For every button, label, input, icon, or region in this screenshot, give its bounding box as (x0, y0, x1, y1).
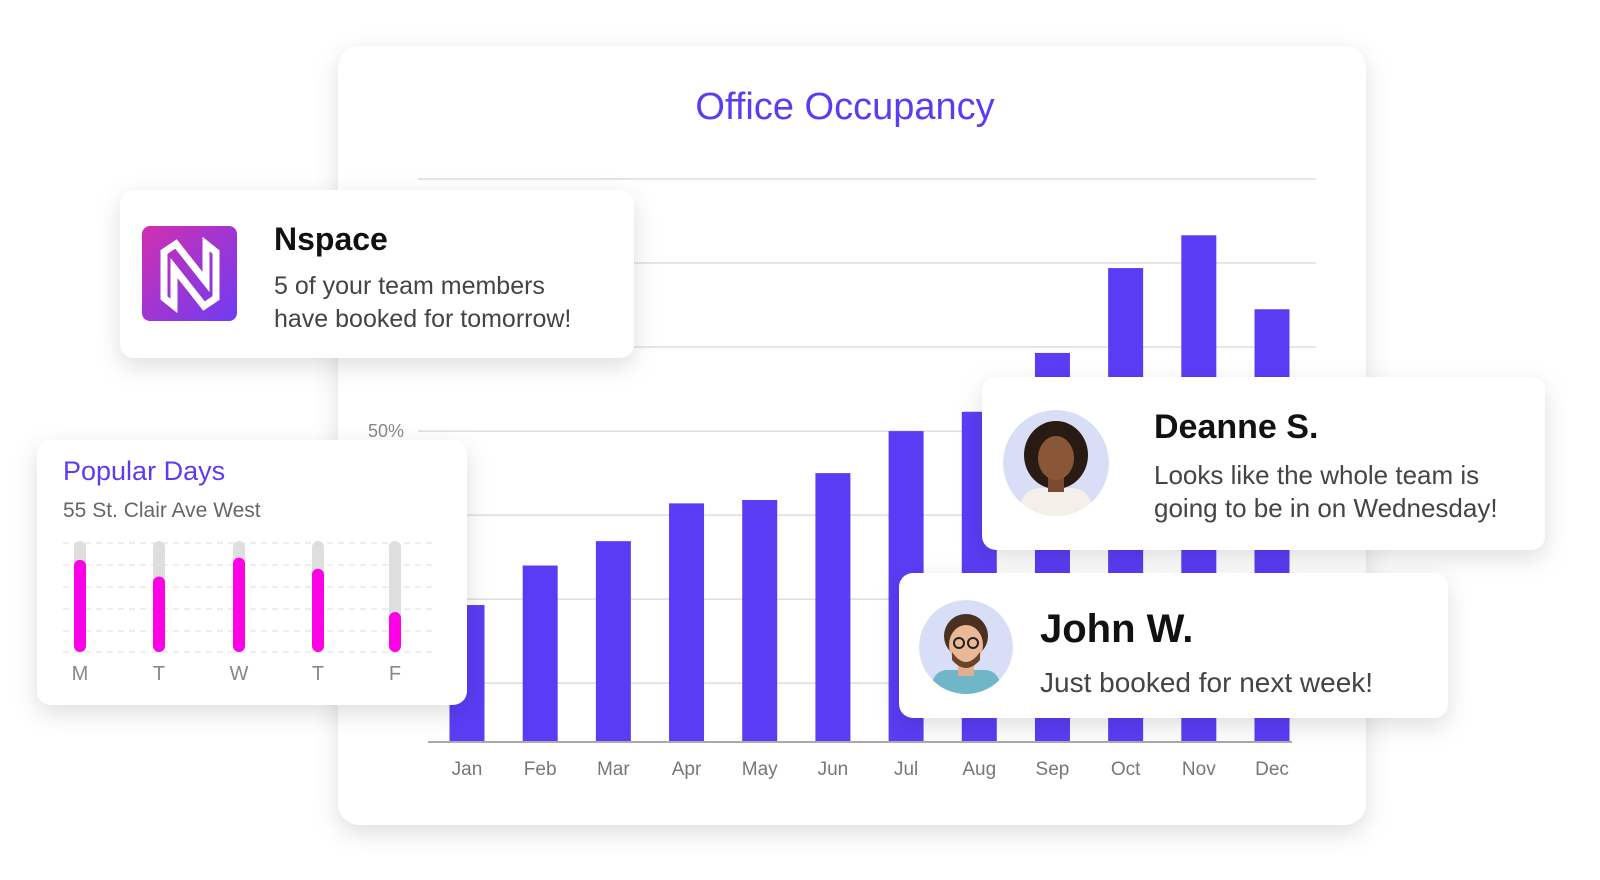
card-bg (120, 190, 634, 358)
card-bg (37, 440, 467, 705)
y-tick-label: 50% (368, 421, 404, 441)
app-logo (142, 226, 237, 321)
bar (815, 473, 851, 742)
x-tick-label: Oct (1111, 759, 1141, 780)
bar (233, 557, 245, 652)
sender-name: Deanne S. (1154, 408, 1318, 446)
bar (153, 576, 165, 652)
avatar (1003, 410, 1109, 516)
message-line: going to be in on Wednesday! (1154, 493, 1498, 523)
x-tick-label: Jul (894, 759, 918, 780)
x-tick-label: Sep (1036, 759, 1070, 780)
x-tick-label: T (312, 663, 324, 685)
x-tick-label: Aug (962, 759, 996, 780)
bar (742, 499, 778, 742)
message-line: Looks like the whole team is (1154, 460, 1479, 490)
bar (312, 568, 324, 652)
bar (595, 541, 631, 742)
x-tick-label: Mar (597, 759, 630, 780)
mini-grid (63, 542, 435, 653)
x-tick-label: M (72, 663, 89, 685)
x-tick-label: W (230, 663, 249, 685)
x-tick-label: May (742, 759, 778, 780)
bar (522, 565, 558, 742)
card-subtitle: 55 St. Clair Ave West (63, 499, 261, 522)
x-tick-label: Jan (452, 759, 483, 780)
bar (389, 612, 401, 652)
bar (74, 559, 86, 652)
x-tick-label: Nov (1182, 759, 1216, 780)
card-bg (982, 377, 1545, 550)
bar (669, 503, 705, 742)
x-tick-label: Jun (818, 759, 849, 780)
card-title: Popular Days (63, 456, 225, 486)
message-line: have booked for tomorrow! (274, 305, 571, 333)
card-bg (899, 573, 1448, 718)
notification-card: Nspace 5 of your team members have booke… (120, 190, 634, 358)
x-tick-label: Feb (524, 759, 557, 780)
message-card: John W. Just booked for next week! (899, 573, 1448, 718)
x-tick-label: T (153, 663, 165, 685)
popular-days-card: Popular Days 55 St. Clair Ave West M T W T F (37, 440, 467, 705)
sender-name: John W. (1040, 607, 1193, 651)
chart-title: Office Occupancy (695, 86, 994, 128)
x-tick-label: F (389, 663, 401, 685)
logo-glyph (160, 236, 220, 314)
x-tick-label: Dec (1255, 759, 1289, 780)
x-tick-label: Apr (672, 759, 702, 780)
message-line: 5 of your team members (274, 272, 545, 300)
message-line: Just booked for next week! (1040, 667, 1373, 698)
message-card: Deanne S. Looks like the whole team is g… (982, 377, 1545, 550)
app-name: Nspace (274, 221, 388, 257)
